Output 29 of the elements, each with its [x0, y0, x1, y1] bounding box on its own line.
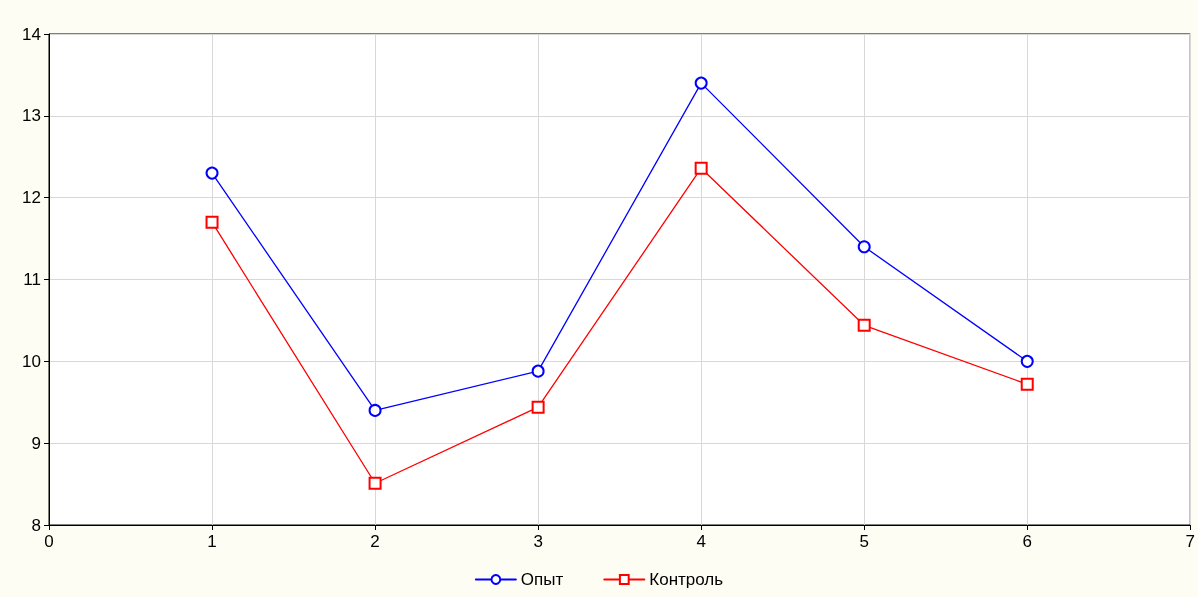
legend-label: Опыт [520, 570, 564, 589]
x-tick-label: 6 [1022, 532, 1032, 551]
legend-label: Контроль [649, 570, 724, 589]
x-tick-label: 7 [1185, 532, 1196, 551]
y-tick-label: 13 [22, 106, 41, 126]
y-tick-label: 9 [31, 433, 41, 453]
point [205, 215, 219, 229]
y-tick-label: 8 [31, 515, 41, 535]
x-tick-label: 3 [533, 532, 543, 551]
point [1020, 377, 1034, 391]
x-tick-label: 0 [44, 532, 54, 551]
point [694, 161, 708, 175]
y-tick-label: 10 [22, 351, 41, 371]
point [531, 364, 545, 378]
x-tick-label: 2 [370, 532, 380, 551]
point [857, 240, 871, 254]
y-tick-label: 11 [23, 270, 41, 289]
x-tick-label: 4 [696, 532, 706, 551]
point [368, 476, 382, 490]
point [205, 166, 219, 180]
point [1020, 354, 1034, 368]
y-tick-label: 12 [22, 188, 41, 208]
y-tick-label: 14 [22, 24, 41, 44]
point [531, 400, 545, 414]
point [694, 76, 708, 90]
point [368, 403, 382, 417]
x-tick-label: 5 [859, 532, 869, 551]
x-tick-label: 1 [207, 532, 217, 551]
point [857, 318, 871, 332]
